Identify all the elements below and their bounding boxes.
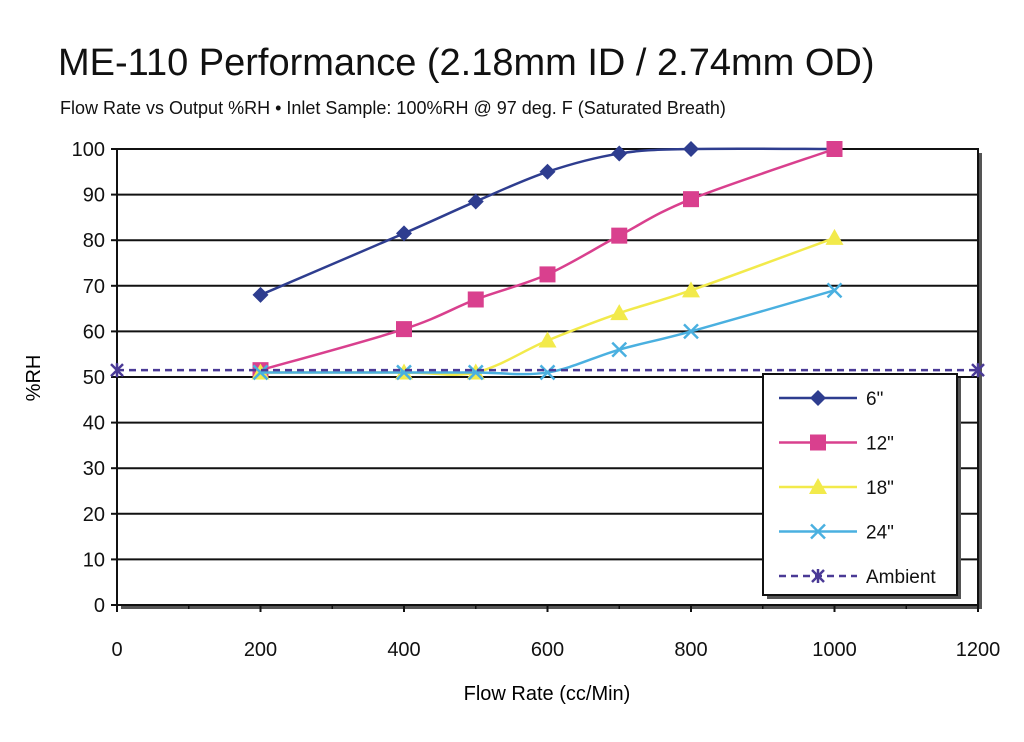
marker-stroke — [252, 364, 269, 381]
legend-marker — [809, 478, 827, 494]
data-point — [396, 225, 412, 242]
y-tick-label: 60 — [83, 321, 105, 343]
legend-marker — [810, 390, 826, 406]
data-point — [396, 364, 412, 381]
data-point — [539, 364, 556, 381]
y-tick-label: 30 — [83, 458, 105, 480]
x-axis-label: Flow Rate (cc/Min) — [464, 683, 631, 705]
legend-label: 24" — [866, 523, 894, 544]
marker-stroke — [826, 282, 843, 299]
legend-marker — [811, 569, 825, 583]
data-point — [467, 193, 484, 210]
marker-stroke — [539, 364, 556, 381]
y-tick-label: 50 — [83, 367, 105, 389]
y-tick-label: 80 — [83, 230, 105, 252]
data-point — [826, 141, 843, 157]
legend: 6" 12" 18" 24" Ambient — [762, 373, 961, 599]
data-point — [825, 228, 844, 245]
chart-subtitle: Flow Rate vs Output %RH • Inlet Sample: … — [60, 98, 726, 118]
data-point — [539, 163, 556, 180]
y-tick-label: 100 — [72, 139, 105, 161]
data-point — [826, 282, 843, 299]
legend-label: 18" — [866, 478, 894, 499]
legend-label: 6" — [866, 389, 883, 410]
data-point — [611, 341, 628, 358]
data-point — [538, 331, 557, 348]
data-point — [610, 304, 629, 321]
data-point — [611, 227, 628, 244]
y-tick-labels: 0 10 20 30 40 50 60 70 80 90 100 — [72, 139, 105, 617]
data-point — [467, 364, 484, 381]
y-tick-label: 70 — [83, 276, 105, 298]
data-point — [110, 363, 124, 378]
data-point — [252, 286, 269, 303]
y-tick-label: 40 — [83, 413, 105, 435]
data-point — [683, 323, 699, 340]
data-point — [467, 291, 484, 308]
y-tick-label: 0 — [94, 595, 105, 617]
series-4 — [110, 363, 985, 378]
legend-marker — [810, 523, 826, 540]
data-point — [683, 141, 699, 157]
marker-stroke — [396, 364, 412, 381]
legend-label: 12" — [866, 434, 894, 455]
data-point — [539, 266, 556, 283]
x-tick-label: 1200 — [956, 639, 1001, 661]
legend-label: Ambient — [866, 567, 936, 588]
y-tick-label: 10 — [83, 549, 105, 571]
y-tick-label: 90 — [83, 185, 105, 207]
marker-stroke — [683, 323, 699, 340]
y-axis-label: %RH — [23, 355, 45, 402]
x-tick-label: 800 — [674, 639, 707, 661]
x-tick-labels: 0 200 400 600 800 1000 1200 — [111, 639, 1000, 661]
data-point — [396, 321, 412, 338]
chart-title: ME-110 Performance (2.18mm ID / 2.74mm O… — [58, 42, 875, 84]
x-tick-label: 1000 — [812, 639, 857, 661]
marker-stroke — [810, 523, 826, 540]
data-point — [682, 281, 700, 298]
marker-stroke — [611, 341, 628, 358]
legend-marker — [810, 434, 826, 451]
marker-stroke — [467, 364, 484, 381]
series-layer — [110, 141, 985, 381]
x-tick-label: 0 — [111, 639, 122, 661]
x-tick-label: 200 — [244, 639, 277, 661]
series-3 — [252, 282, 843, 381]
x-tick-label: 600 — [531, 639, 564, 661]
data-point — [611, 145, 628, 162]
legend-box — [762, 373, 958, 596]
data-point — [683, 191, 699, 208]
data-point — [971, 363, 985, 378]
x-tick-label: 400 — [387, 639, 420, 661]
y-tick-label: 20 — [83, 504, 105, 526]
data-point — [252, 364, 269, 381]
